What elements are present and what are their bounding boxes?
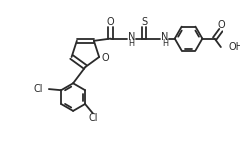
Text: O: O [217,20,225,30]
Text: N: N [161,32,169,42]
Text: S: S [141,17,147,27]
Text: H: H [128,39,135,48]
Text: Cl: Cl [88,113,98,123]
Text: N: N [128,32,135,42]
Text: Cl: Cl [33,84,43,94]
Text: O: O [107,17,114,27]
Text: H: H [162,39,168,48]
Text: O: O [102,53,109,63]
Text: OH: OH [229,42,240,52]
